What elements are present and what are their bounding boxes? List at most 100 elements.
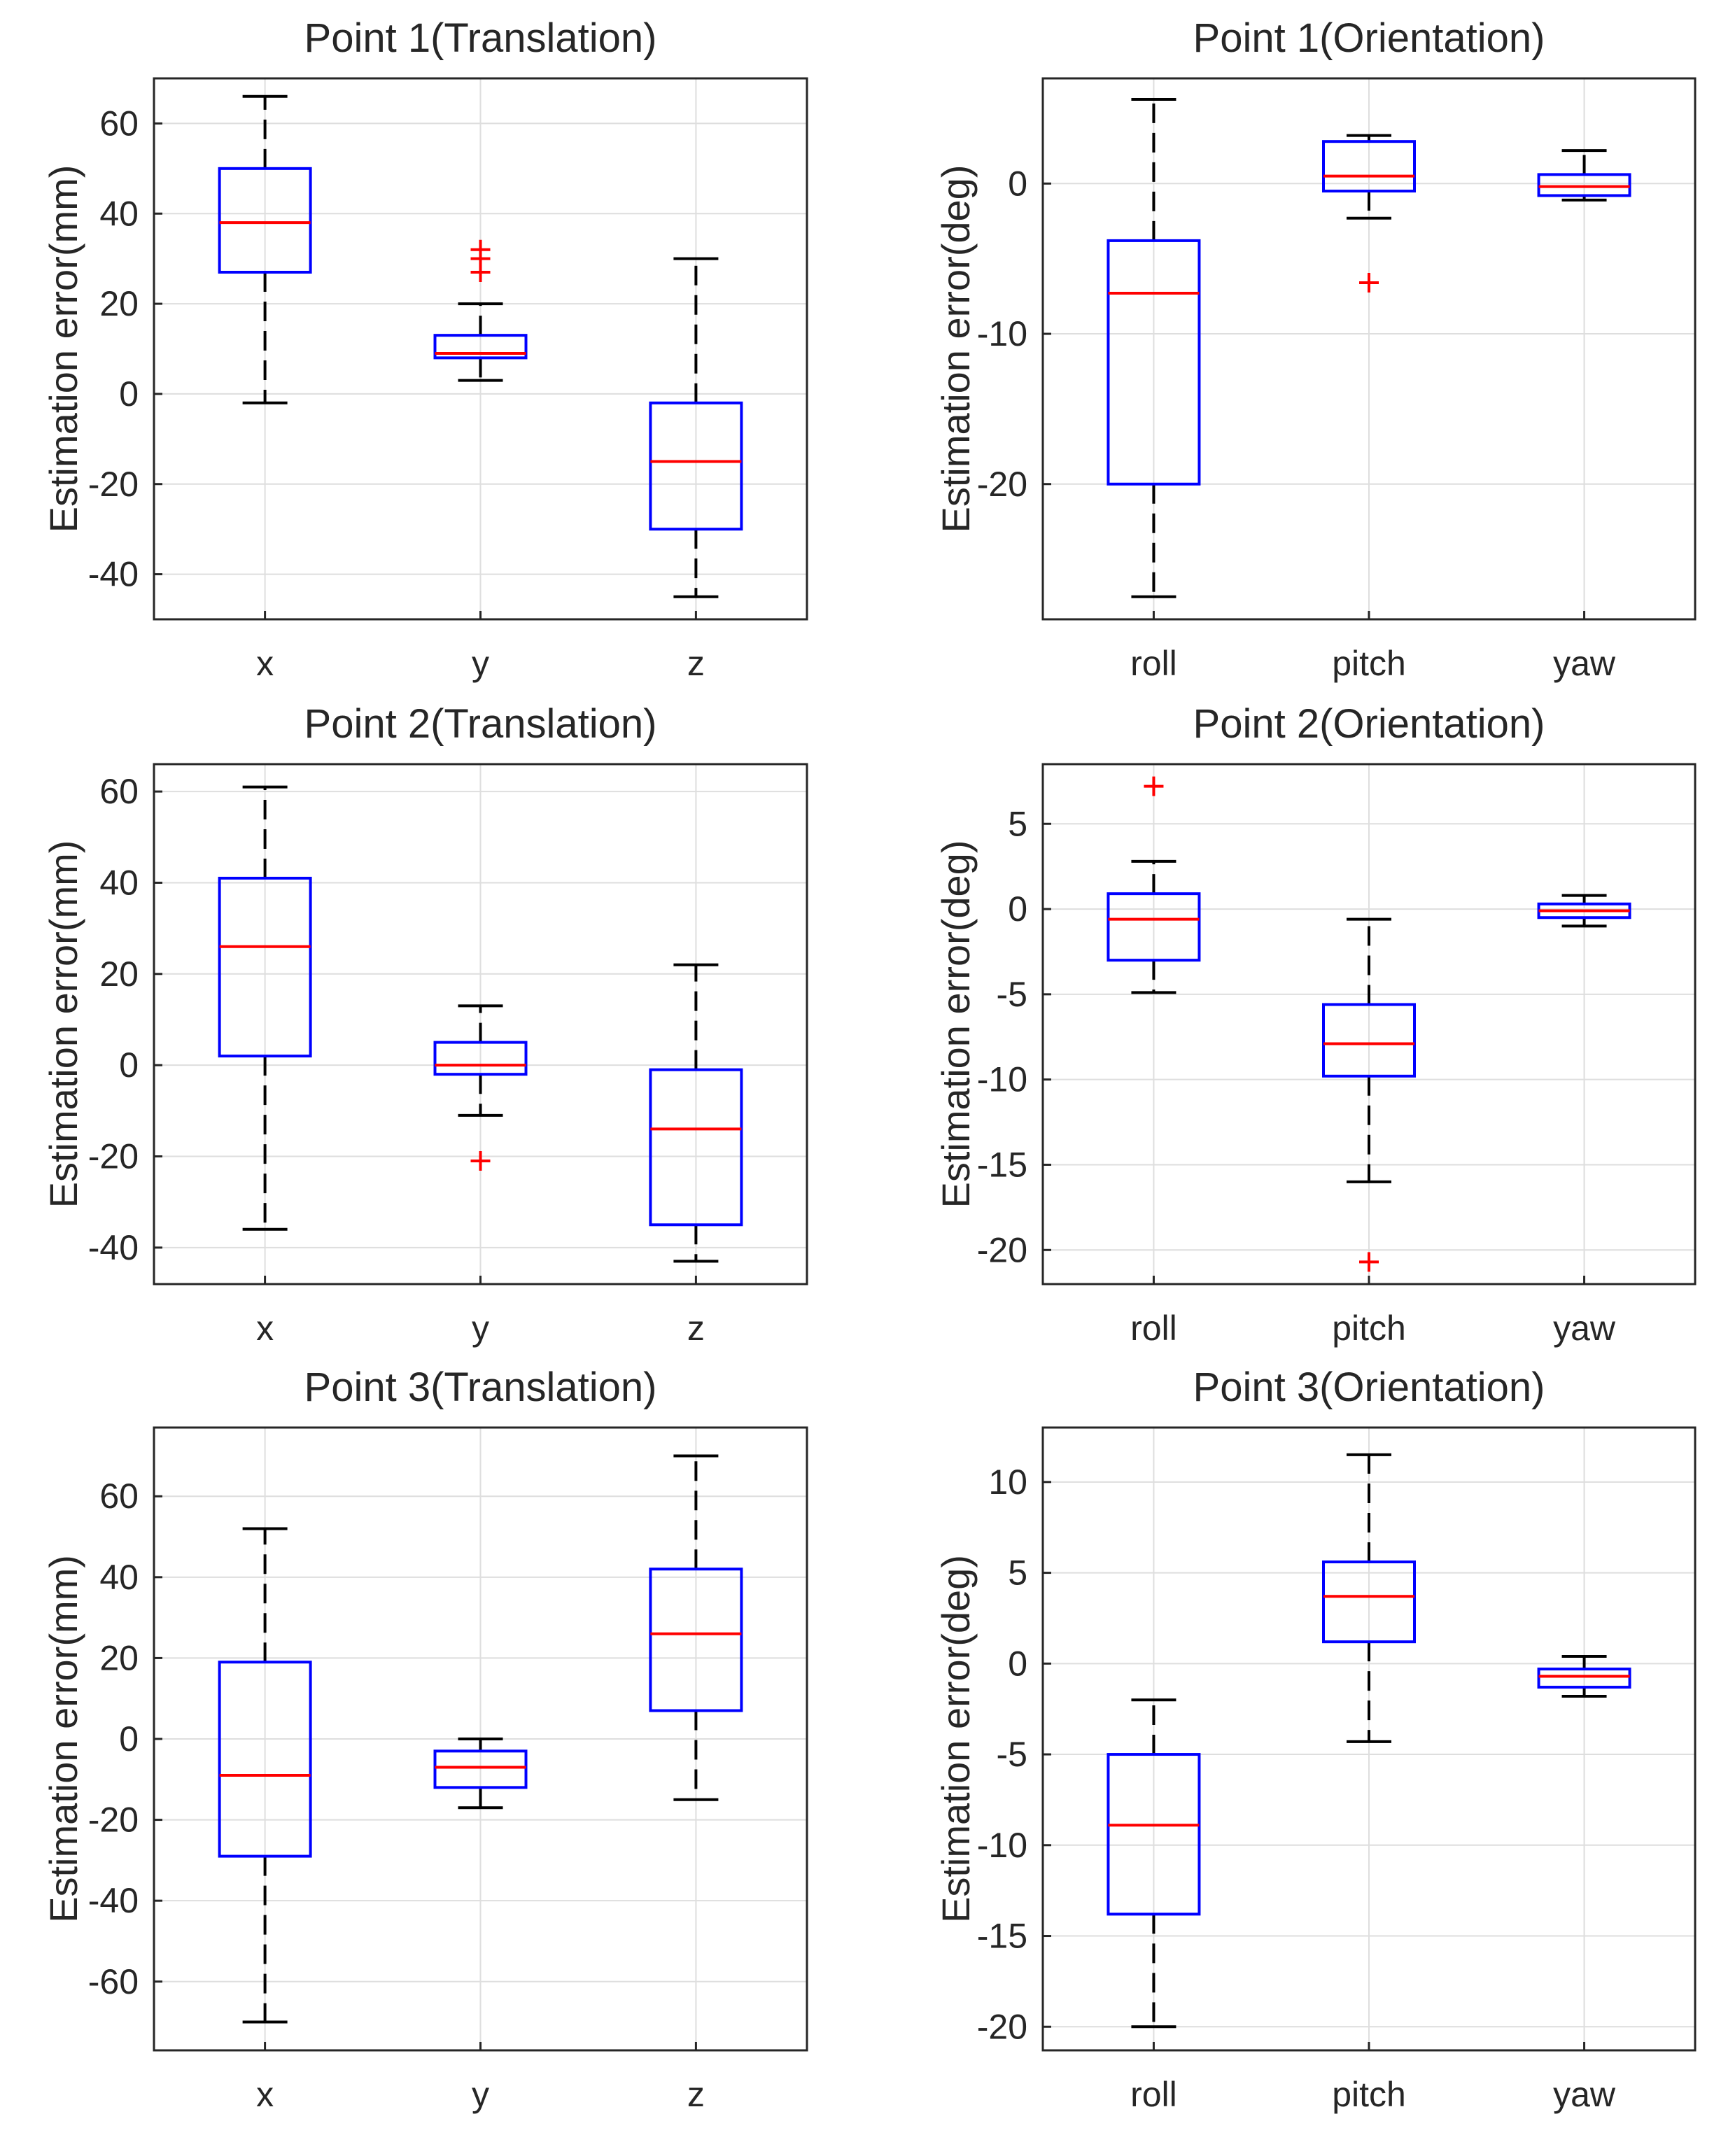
box-pitch xyxy=(1322,917,1416,1272)
y-tick-label: -10 xyxy=(977,314,1027,353)
x-tick-label: yaw xyxy=(1553,1309,1616,1348)
panel-title: Point 2(Translation) xyxy=(304,701,657,747)
y-tick-label: 40 xyxy=(99,863,139,902)
box-x xyxy=(218,785,312,1231)
box-roll xyxy=(1107,776,1201,994)
x-tick-label: y xyxy=(472,1309,489,1348)
box-x xyxy=(218,1527,312,2024)
y-tick-label: -20 xyxy=(88,1801,139,1840)
box-iqr xyxy=(649,1567,743,1712)
panel-title: Point 1(Translation) xyxy=(304,15,657,61)
box-pitch xyxy=(1322,1453,1416,1743)
box-iqr xyxy=(1322,140,1416,193)
x-tick-label: roll xyxy=(1130,1309,1177,1348)
box-iqr xyxy=(218,1661,312,1858)
y-tick-label: 5 xyxy=(1008,1553,1027,1593)
y-tick-label: -5 xyxy=(997,1735,1027,1774)
box-y xyxy=(433,1004,528,1171)
x-tick-label: z xyxy=(687,644,705,683)
panel-title: Point 2(Orientation) xyxy=(1193,701,1545,747)
y-tick-label: -20 xyxy=(977,2007,1027,2046)
y-tick-label: 60 xyxy=(99,1477,139,1516)
outlier-marker xyxy=(1144,776,1164,796)
y-tick-label: -20 xyxy=(977,465,1027,504)
box-yaw xyxy=(1537,149,1631,202)
box-iqr xyxy=(433,334,528,360)
x-tick-label: roll xyxy=(1130,644,1177,683)
y-axis-label: Estimation error(mm) xyxy=(41,165,85,533)
outlier-marker xyxy=(1359,1252,1379,1272)
outlier-marker xyxy=(470,239,491,260)
y-tick-label: -5 xyxy=(997,975,1027,1014)
box-yaw xyxy=(1537,1654,1631,1698)
box-iqr xyxy=(1107,892,1201,962)
y-tick-label: -40 xyxy=(88,555,139,594)
y-axis-label: Estimation error(deg) xyxy=(934,840,978,1209)
x-tick-label: pitch xyxy=(1332,1309,1406,1348)
box-yaw xyxy=(1537,894,1631,928)
y-tick-label: 0 xyxy=(119,374,139,414)
y-tick-label: 0 xyxy=(119,1719,139,1759)
box-iqr xyxy=(1537,1668,1631,1689)
box-iqr xyxy=(433,1041,528,1076)
boxplot-panel-1: -40 -20 0 20 40 60 x y z Point 1(Translation) Esti… xyxy=(41,15,808,683)
box-iqr xyxy=(433,1749,528,1789)
outlier-marker xyxy=(470,1151,491,1171)
box-iqr xyxy=(649,1068,743,1227)
y-axis-label: Estimation error(mm) xyxy=(41,1555,85,1923)
y-axis-label: Estimation error(deg) xyxy=(934,1555,978,1923)
y-tick-label: 10 xyxy=(988,1463,1027,1502)
y-tick-label: 0 xyxy=(119,1045,139,1085)
y-tick-label: -40 xyxy=(88,1881,139,1920)
boxplot-panel-5: -60 -40 -20 0 20 40 60 x y z Point 3(Translation) E… xyxy=(41,1365,808,2114)
y-tick-label: 60 xyxy=(99,104,139,143)
x-tick-label: roll xyxy=(1130,2075,1177,2114)
x-tick-label: x xyxy=(256,644,274,683)
panel-title: Point 3(Translation) xyxy=(304,1365,657,1410)
boxplot-panel-3: -40 -20 0 20 40 60 x y z Point 2(Translation) Esti… xyxy=(41,701,808,1348)
boxplot-panel-6: -20 -15 -10 -5 0 5 10 roll pitch yaw Point 3(Orien… xyxy=(934,1365,1697,2114)
boxplot-panel-4: -20 -15 -10 -5 0 5 roll pitch yaw Point 2(Orienta… xyxy=(934,701,1697,1348)
outlier-marker xyxy=(1359,273,1379,293)
x-tick-label: pitch xyxy=(1332,644,1406,683)
panel-title: Point 3(Orientation) xyxy=(1193,1365,1545,1410)
y-tick-label: -15 xyxy=(977,1145,1027,1184)
y-tick-label: 20 xyxy=(99,284,139,323)
y-tick-label: -40 xyxy=(88,1228,139,1267)
box-y xyxy=(433,239,528,382)
box-z xyxy=(649,257,743,598)
box-x xyxy=(218,94,312,404)
box-iqr xyxy=(1537,173,1631,197)
x-tick-label: z xyxy=(687,1309,705,1348)
y-tick-label: 0 xyxy=(1008,889,1027,929)
box-iqr xyxy=(218,167,312,274)
y-tick-label: -10 xyxy=(977,1826,1027,1865)
box-iqr xyxy=(1322,1003,1416,1078)
box-iqr xyxy=(649,401,743,531)
y-tick-label: 0 xyxy=(1008,1644,1027,1683)
y-tick-label: 20 xyxy=(99,954,139,994)
box-iqr xyxy=(1322,1560,1416,1644)
box-iqr xyxy=(1107,239,1201,486)
x-tick-label: x xyxy=(256,1309,274,1348)
y-tick-label: 60 xyxy=(99,772,139,811)
x-tick-label: y xyxy=(472,644,489,683)
panel-title: Point 1(Orientation) xyxy=(1193,15,1545,61)
x-tick-label: yaw xyxy=(1553,2075,1616,2114)
y-tick-label: -15 xyxy=(977,1917,1027,1956)
y-tick-label: -20 xyxy=(88,465,139,504)
y-tick-label: 0 xyxy=(1008,164,1027,203)
y-tick-label: 40 xyxy=(99,194,139,233)
x-tick-label: y xyxy=(472,2075,489,2114)
y-tick-label: 5 xyxy=(1008,804,1027,843)
x-tick-label: z xyxy=(687,2075,705,2114)
y-tick-label: -20 xyxy=(977,1230,1027,1269)
x-tick-label: pitch xyxy=(1332,2075,1406,2114)
y-tick-label: 20 xyxy=(99,1638,139,1677)
x-tick-label: yaw xyxy=(1553,644,1616,683)
y-axis-label: Estimation error(deg) xyxy=(934,165,978,533)
box-iqr xyxy=(1107,1753,1201,1916)
box-z xyxy=(649,963,743,1263)
y-tick-label: 40 xyxy=(99,1558,139,1597)
